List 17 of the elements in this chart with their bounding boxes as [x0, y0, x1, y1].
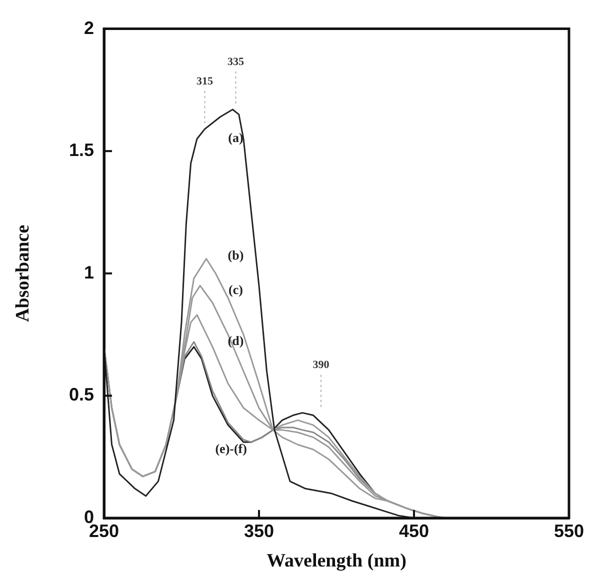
- y-tick-label: 1: [84, 262, 94, 282]
- x-tick-label: 550: [554, 520, 584, 541]
- annotation: (d): [228, 333, 244, 348]
- x-axis-title: Wavelength (nm): [266, 550, 406, 572]
- annotation: 315: [196, 75, 214, 88]
- annotation: (e)-(f): [215, 440, 247, 456]
- y-axis-title: Absorbance: [12, 224, 34, 322]
- x-tick-label: 350: [244, 520, 274, 541]
- annotation: (c): [228, 282, 243, 297]
- y-tick-label: 1.5: [68, 140, 94, 160]
- y-tick-label: 2: [84, 18, 94, 38]
- x-tick-label: 450: [398, 520, 430, 541]
- y-tick-label: 0.5: [68, 384, 94, 405]
- annotation: 335: [227, 56, 244, 68]
- annotation: (b): [228, 248, 244, 263]
- annotation: 390: [312, 359, 330, 372]
- annotation: (a): [228, 130, 244, 146]
